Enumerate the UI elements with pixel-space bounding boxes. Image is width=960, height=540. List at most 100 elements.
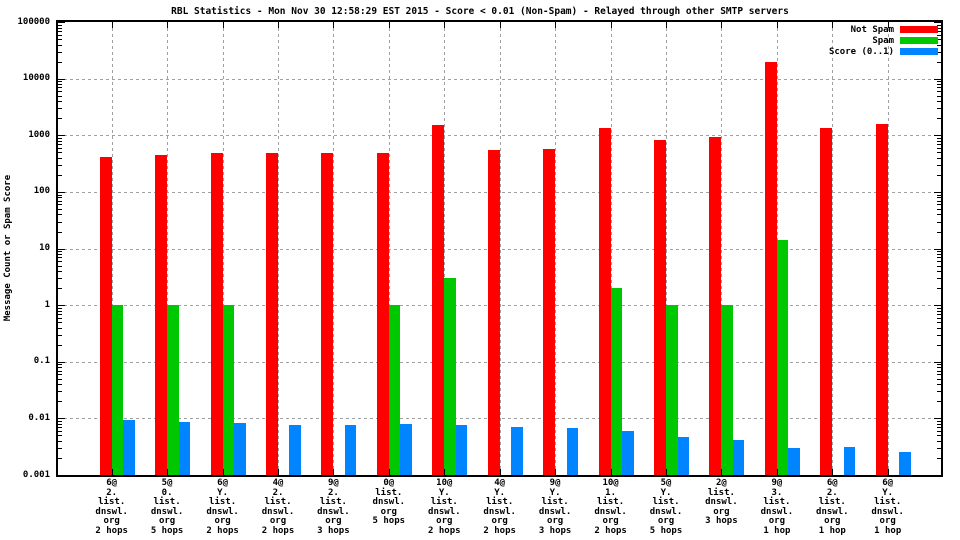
x-label-group-5: 0@ list. dnswl. org 5 hops: [359, 478, 419, 527]
bar-score-9: [622, 431, 634, 475]
bar-score-1: [178, 421, 191, 475]
y-minor-tick: [937, 334, 941, 336]
y-minor-tick: [937, 27, 941, 29]
y-minor-tick: [937, 313, 941, 315]
y-minor-tick: [58, 278, 62, 280]
y-minor-tick: [58, 307, 62, 309]
y-minor-tick: [937, 344, 941, 346]
y-minor-tick: [937, 87, 941, 89]
x-tick-top: [666, 22, 667, 28]
y-minor-tick: [58, 197, 62, 199]
y-minor-tick: [937, 322, 941, 324]
y-minor-tick: [937, 421, 941, 422]
x-tick-bottom: [887, 469, 889, 475]
y-minor-tick: [58, 374, 62, 376]
x-tick-bottom: [277, 469, 279, 475]
bar-not-spam-13: [820, 127, 833, 475]
x-label-line: list.: [652, 497, 680, 507]
y-minor-tick: [937, 364, 941, 366]
x-label-group-13: 6@ 2. list. dnswl. org 1 hop: [802, 478, 862, 536]
x-label-line: 2.: [272, 487, 284, 498]
bar-not-spam-11: [709, 137, 722, 475]
bar-spam-2: [222, 305, 235, 475]
y-minor-tick: [937, 221, 941, 223]
legend: Not Spam Spam Score (0..1): [829, 24, 938, 57]
y-minor-tick: [58, 435, 62, 437]
y-minor-tick: [937, 174, 941, 176]
y-major-tick: [58, 361, 65, 363]
y-minor-tick: [937, 423, 941, 425]
x-tick-top: [776, 22, 778, 28]
bar-score-5: [400, 423, 412, 475]
x-label-line: dnswl.: [538, 506, 572, 517]
bar-score-13: [843, 447, 856, 475]
bar-spam-0: [111, 305, 124, 475]
y-minor-tick: [58, 458, 62, 459]
x-label-line: org: [325, 516, 342, 526]
y-minor-tick: [937, 39, 941, 40]
x-label-line: dnswl.: [317, 506, 350, 517]
x-label-group-4: 9@ 2. list. dnswl. org 3 hops: [303, 478, 363, 536]
bar-score-6: [455, 425, 468, 475]
y-minor-tick: [937, 288, 941, 290]
x-label-group-7: 4@ Y. list. dnswl. org 2 hops: [470, 478, 530, 536]
y-minor-tick: [58, 265, 62, 267]
x-label-line: 6@: [106, 478, 118, 488]
legend-swatch: [900, 37, 938, 44]
y-minor-tick: [58, 401, 62, 403]
x-label-line: list.: [264, 497, 292, 507]
y-major-tick: [58, 135, 65, 137]
x-label-line: 5@: [161, 478, 173, 488]
gridline-vertical: [277, 22, 279, 475]
x-tick-top: [832, 22, 834, 28]
x-label-line: 2 hops: [261, 525, 295, 536]
x-label-line: list.: [763, 497, 791, 507]
x-label-line: 6@: [217, 478, 229, 488]
y-minor-tick: [937, 61, 941, 63]
bar-not-spam-6: [432, 124, 445, 475]
gridline-vertical: [832, 22, 834, 475]
x-label-line: 1 hop: [763, 525, 791, 536]
bar-score-10: [677, 436, 689, 475]
y-minor-tick: [58, 221, 62, 223]
y-major-tick: [934, 361, 941, 363]
y-minor-tick: [58, 334, 62, 336]
gridline-vertical: [610, 22, 612, 475]
x-tick-bottom: [388, 469, 390, 475]
x-label-line: 2.: [106, 487, 118, 498]
x-label-line: dnswl.: [705, 497, 738, 507]
y-minor-tick: [937, 194, 941, 196]
gridline-vertical: [444, 22, 446, 475]
y-minor-tick: [937, 137, 941, 139]
y-minor-tick: [937, 144, 941, 145]
bar-spam-5: [388, 305, 401, 475]
y-major-tick: [934, 191, 941, 193]
x-tick-top: [111, 22, 113, 28]
y-minor-tick: [937, 401, 941, 403]
y-major-tick: [934, 475, 941, 476]
bar-score-2: [234, 422, 246, 475]
x-tick-top: [887, 22, 889, 28]
y-minor-tick: [58, 118, 62, 120]
y-minor-tick: [937, 317, 941, 319]
x-label-line: list.: [486, 497, 514, 507]
x-label-line: dnswl.: [760, 506, 794, 517]
x-tick-top: [499, 22, 501, 28]
y-minor-tick: [937, 257, 941, 259]
y-minor-tick: [937, 51, 941, 53]
y-minor-tick: [937, 30, 941, 32]
y-minor-tick: [937, 430, 941, 432]
x-label-line: org: [824, 516, 841, 526]
gridline-vertical: [555, 22, 557, 475]
x-label-line: 6@: [882, 478, 894, 488]
y-minor-tick: [58, 44, 62, 46]
y-minor-tick: [937, 231, 941, 233]
x-label-line: 4@: [494, 478, 506, 488]
x-label-line: 1 hop: [874, 525, 902, 536]
y-minor-tick: [937, 391, 941, 393]
x-label-line: org: [657, 516, 675, 526]
y-minor-tick: [937, 378, 941, 380]
bar-score-14: [899, 451, 911, 475]
y-tick-label: 0.01: [28, 412, 50, 423]
y-minor-tick: [937, 197, 941, 199]
